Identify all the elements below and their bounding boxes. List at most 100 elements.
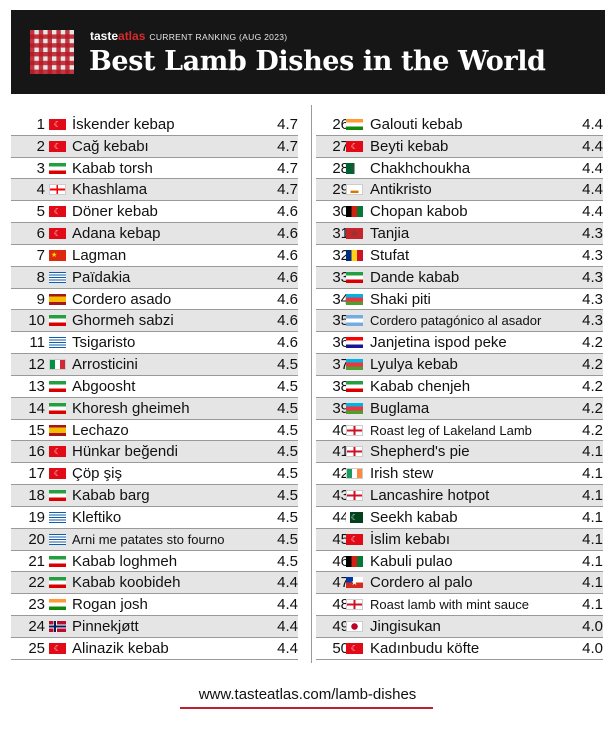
- rank-number: 38: [332, 377, 349, 395]
- flag-az-icon: [346, 293, 363, 305]
- brand-name-accent: atlas: [118, 29, 146, 43]
- flag-in-icon: [49, 599, 66, 611]
- flag-ir-icon: [49, 555, 66, 567]
- dish-name: Cordero patagónico al asador: [370, 313, 542, 329]
- flag-ir-icon: [346, 271, 363, 283]
- rank-number: 30: [332, 203, 349, 221]
- rank-number: 14: [28, 399, 45, 417]
- flag-tr-icon: ☾: [49, 119, 66, 130]
- rating-score: 4.5: [277, 443, 298, 461]
- dish-name: Jingisukan: [370, 618, 441, 636]
- dish-name: Seekh kabab: [370, 508, 458, 526]
- ranking-row: 22 Kabab koobideh 4.4: [11, 572, 298, 595]
- rating-score: 4.6: [277, 246, 298, 264]
- dish-name: Buglama: [370, 399, 430, 417]
- ranking-row: 16 ☾ Hünkar beğendi 4.5: [11, 441, 298, 464]
- flag-gr-icon: [49, 337, 66, 349]
- ranking-row: 20 Arni me patates sto fourno 4.5: [11, 528, 298, 551]
- rank-number: 32: [332, 246, 349, 264]
- rank-number: 28: [332, 159, 349, 177]
- dish-name: Tsigaristo: [72, 334, 136, 352]
- rating-score: 4.2: [582, 421, 603, 439]
- rating-score: 4.7: [277, 181, 298, 199]
- dish-name: Kabuli pulao: [370, 552, 453, 570]
- ranking-row: 21 Kabab loghmeh 4.5: [11, 551, 298, 573]
- flag-ir-icon: [346, 380, 363, 392]
- dish-name: Pinnekjøtt: [72, 618, 139, 636]
- rank-number: 33: [332, 268, 349, 286]
- ranking-row: 46 Kabuli pulao 4.1: [316, 551, 603, 573]
- rating-score: 4.1: [582, 552, 603, 570]
- rank-number: 35: [332, 312, 349, 330]
- ranking-row: 7 ★ Lagman 4.6: [11, 245, 298, 267]
- dish-name: Rogan josh: [72, 596, 148, 614]
- ranking-row: 17 ☾ Çöp şiş 4.5: [11, 463, 298, 486]
- rating-score: 4.2: [582, 377, 603, 395]
- dish-name: Khoresh gheimeh: [72, 399, 190, 417]
- rating-score: 4.3: [582, 246, 603, 264]
- dish-name: Döner kebab: [72, 203, 158, 221]
- ranking-row: 6 ☾ Adana kebap 4.6: [11, 223, 298, 245]
- ranking-row: 26 Galouti kebab 4.4: [316, 114, 603, 136]
- rating-score: 4.5: [277, 465, 298, 483]
- ranking-row: 5 ☾ Döner kebab 4.6: [11, 201, 298, 224]
- dish-name: Alinazik kebab: [72, 639, 169, 657]
- rank-number: 24: [28, 618, 45, 636]
- flag-tr-icon: ☾: [346, 642, 363, 654]
- ranking-row: 41 Shepherd's pie 4.1: [316, 441, 603, 464]
- rank-number: 15: [28, 421, 45, 439]
- flag-tr-icon: ☾: [49, 140, 66, 152]
- dish-name: Kabab torsh: [72, 159, 153, 177]
- flag-tr-icon: ☾: [49, 468, 66, 480]
- ranking-label: CURRENT RANKING (AUG 2023): [149, 32, 288, 42]
- flag-tr-icon: ☾: [49, 206, 66, 218]
- dish-name: Dande kabab: [370, 268, 460, 286]
- ranking-row: 38 Kabab chenjeh 4.2: [316, 376, 603, 398]
- rating-score: 4.7: [277, 116, 298, 133]
- flag-en-icon: [346, 424, 363, 436]
- ranking-row: 42 Irish stew 4.1: [316, 463, 603, 486]
- flag-ir-icon: [49, 490, 66, 502]
- flag-in-icon: [346, 119, 363, 130]
- ranking-row: 9 Cordero asado 4.6: [11, 289, 298, 311]
- rank-number: 29: [332, 181, 349, 199]
- flag-ir-icon: [49, 380, 66, 392]
- dish-name: Cordero al palo: [370, 574, 473, 592]
- rank-number: 21: [28, 552, 45, 570]
- flag-es-icon: [49, 293, 66, 305]
- dish-name: Lancashire hotpot: [370, 487, 490, 505]
- flag-af-icon: [346, 555, 363, 567]
- rank-number: 11: [29, 334, 45, 352]
- source-url[interactable]: www.tasteatlas.com/lamb-dishes: [198, 686, 417, 703]
- dish-name: Abgoosht: [72, 377, 136, 395]
- rank-number: 19: [28, 508, 45, 526]
- ranking-row: 18 Kabab barg 4.5: [11, 485, 298, 507]
- rating-score: 4.0: [582, 618, 603, 636]
- rank-number: 39: [332, 399, 349, 417]
- flag-en-icon: [346, 446, 363, 458]
- ranking-row: 27 ☾ Beyti kebab 4.4: [316, 135, 603, 158]
- rank-number: 18: [28, 487, 45, 505]
- flag-ma-icon: ☆: [346, 228, 363, 240]
- dish-name: Adana kebap: [72, 225, 161, 243]
- ranking-row: 25 ☾ Alinazik kebab 4.4: [11, 638, 298, 660]
- dish-name: Tanjia: [370, 225, 410, 243]
- flag-tr-icon: ☾: [49, 228, 66, 240]
- dish-name: Kabab barg: [72, 487, 150, 505]
- ranking-row: 29 ▬ Antikristo 4.4: [316, 179, 603, 202]
- rating-score: 4.4: [582, 116, 603, 133]
- dish-name: Cağ kebabı: [72, 137, 149, 155]
- ranking-row: 32 Stufat 4.3: [316, 245, 603, 267]
- dish-name: Kadınbudu köfte: [370, 639, 480, 657]
- rank-number: 43: [332, 487, 349, 505]
- dish-name: Kleftiko: [72, 508, 122, 526]
- ranking-row: 8 Païdakia 4.6: [11, 266, 298, 289]
- dish-name: Kabab chenjeh: [370, 377, 471, 395]
- rating-score: 4.5: [277, 530, 298, 548]
- rating-score: 4.5: [277, 377, 298, 395]
- rating-score: 4.1: [582, 465, 603, 483]
- rating-score: 4.2: [582, 334, 603, 352]
- dish-name: Roast lamb with mint sauce: [370, 597, 529, 613]
- rank-number: 37: [332, 356, 349, 374]
- rating-score: 4.1: [582, 443, 603, 461]
